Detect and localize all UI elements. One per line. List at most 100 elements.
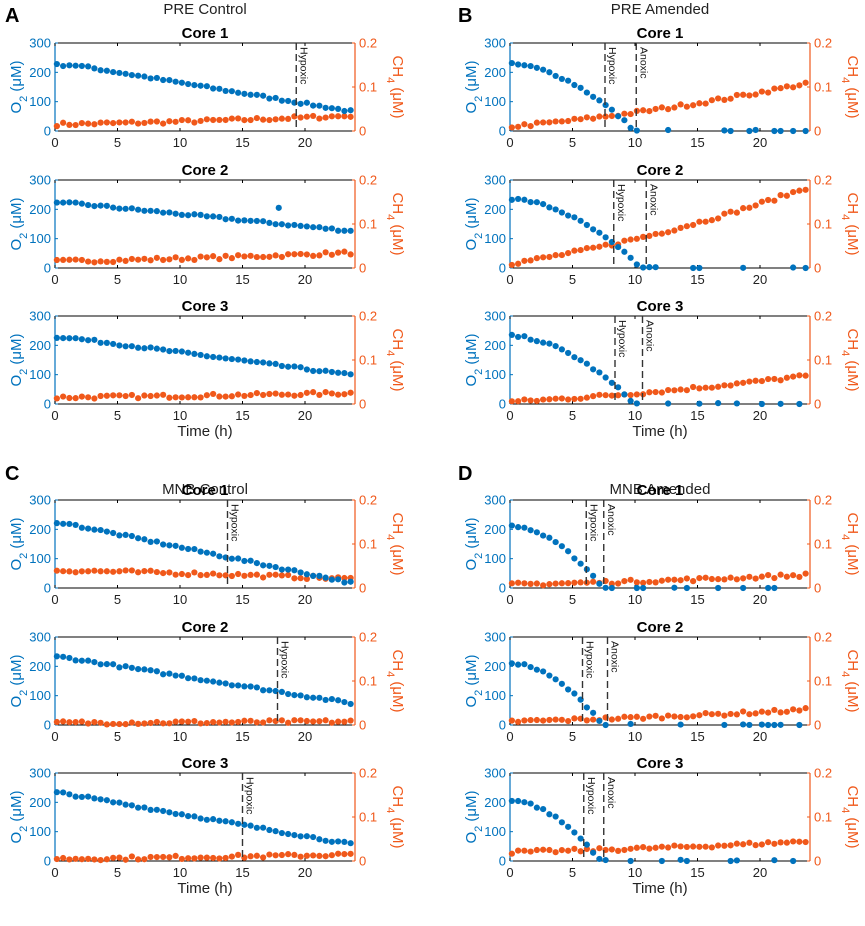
ch4-point [790, 706, 797, 713]
x-tick-label: 0 [51, 408, 58, 423]
ch4-point [740, 379, 747, 386]
ch4-point [521, 717, 528, 724]
o2-point [135, 535, 142, 542]
o2-point [110, 340, 117, 348]
o2-point [210, 816, 217, 823]
x-tick-label: 5 [569, 272, 576, 287]
o2-point [521, 524, 528, 531]
core-title: Core 2 [637, 619, 684, 636]
phase-marker-label: Hypoxic [587, 504, 599, 541]
ylabel-o2-unit: (μM) [463, 333, 480, 368]
y-tick-label-right: 0.1 [814, 80, 832, 95]
o2-point [191, 211, 198, 218]
x-tick-label: 10 [173, 408, 187, 423]
o2-point [335, 105, 342, 112]
ch4-point [590, 393, 597, 400]
ylabel-o2: O [463, 102, 480, 114]
ch4-point [285, 115, 292, 122]
ch4-point [721, 842, 728, 849]
o2-point [153, 806, 160, 813]
ch4-point [135, 856, 142, 863]
ch4-point [85, 720, 92, 727]
o2-point [72, 521, 79, 529]
ch4-point [241, 717, 248, 724]
ch4-point [210, 854, 217, 862]
o2-point [727, 857, 734, 865]
o2-point [316, 224, 323, 231]
x-tick-label: 20 [753, 729, 767, 744]
o2-point [241, 683, 248, 690]
ch4-point [172, 571, 179, 578]
y-tick-label-left: 200 [484, 795, 506, 810]
ylabel-o2-sub: 2 [18, 96, 30, 102]
o2-point [72, 793, 79, 800]
ch4-point [72, 855, 79, 862]
o2-point [197, 351, 204, 359]
ch4-point [160, 569, 167, 577]
o2-point [141, 207, 148, 214]
o2-point [752, 126, 759, 134]
o2-point [521, 799, 528, 806]
o2-point [66, 335, 73, 342]
ch4-point [508, 261, 515, 269]
o2-point [285, 97, 292, 105]
ch4-point [540, 846, 547, 853]
ylabel-o2-unit: (μM) [463, 60, 480, 95]
o2-point [160, 671, 167, 678]
ch4-point [508, 398, 515, 405]
ch4-point [266, 571, 273, 578]
ch4-point [341, 851, 348, 858]
o2-point [627, 720, 634, 728]
y-tick-label-right: 0.2 [359, 309, 377, 324]
o2-point [266, 687, 273, 694]
o2-point [235, 820, 242, 827]
o2-point [285, 830, 292, 838]
ch4-point [235, 570, 242, 578]
ch4-point [733, 209, 740, 216]
y-tick-label-left: 300 [29, 630, 51, 645]
o2-point [533, 338, 540, 345]
o2-point [335, 227, 342, 234]
ch4-point [646, 578, 653, 586]
ch4-point [758, 841, 765, 848]
o2-point [608, 584, 615, 592]
ch4-point [53, 567, 60, 574]
ch4-point [546, 846, 553, 854]
o2-point [515, 195, 522, 203]
ch4-point [347, 850, 354, 857]
ch4-point [191, 717, 198, 725]
o2-point [521, 62, 528, 69]
o2-point [210, 213, 217, 220]
phase-marker-label: Hypoxic [279, 641, 291, 678]
ch4-point [758, 708, 765, 715]
o2-point [160, 807, 167, 815]
o2-point [216, 85, 223, 92]
ch4-point [103, 721, 110, 728]
o2-point [135, 72, 142, 79]
ch4-point [671, 227, 678, 234]
ch4-point [110, 720, 117, 728]
o2-point [577, 357, 584, 364]
y-tick-label-left: 200 [29, 659, 51, 674]
ch4-point [197, 394, 204, 401]
y-tick-label-right: 0 [814, 854, 821, 869]
o2-point [771, 857, 778, 864]
x-tick-label: 10 [173, 135, 187, 150]
o2-point [303, 366, 310, 373]
x-tick-label: 0 [506, 408, 513, 423]
ch4-point [272, 116, 279, 123]
ch4-point [216, 116, 223, 124]
ch4-point [91, 259, 98, 266]
o2-point [78, 793, 85, 801]
y-tick-label-left: 200 [484, 659, 506, 674]
ylabel-ch4-unit: (μM) [844, 540, 861, 575]
o2-point [235, 356, 242, 363]
ch4-point [721, 712, 728, 719]
o2-point [577, 835, 584, 842]
ch4-point [583, 845, 590, 853]
y-tick-label-left: 300 [484, 36, 506, 51]
ylabel-o2: O [8, 559, 25, 571]
o2-point [272, 563, 279, 571]
o2-point [191, 675, 198, 682]
